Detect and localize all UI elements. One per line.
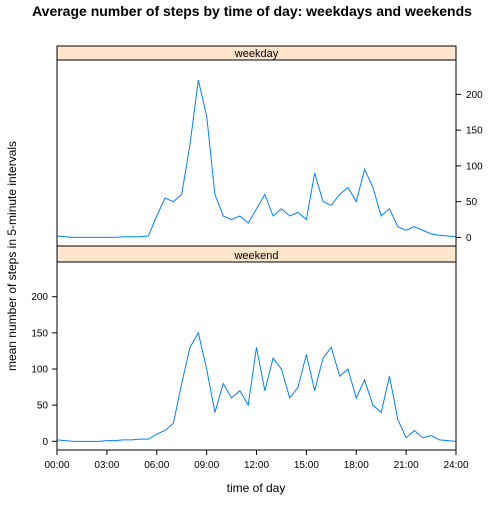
strip-label: weekend [233,250,278,262]
data-line [56,331,457,442]
y-axis-label: mean number of steps in 5-minute interva… [5,141,19,371]
data-line [56,79,457,238]
x-tick-label: 24:00 [443,460,468,471]
x-axis-label: time of day [227,481,286,495]
x-tick-label: 12:00 [244,460,269,471]
strip-label: weekday [234,48,279,60]
y-tick-label: 200 [466,90,483,101]
x-tick-label: 03:00 [94,460,119,471]
chart-title: Average number of steps by time of day: … [32,3,472,19]
y-tick-label: 150 [31,328,48,339]
x-tick-label: 09:00 [194,460,219,471]
y-tick-label: 50 [466,197,478,208]
y-tick-label: 200 [31,292,48,303]
x-tick-label: 18:00 [344,460,369,471]
y-tick-label: 100 [31,365,48,376]
x-tick-label: 15:00 [294,460,319,471]
x-tick-label: 00:00 [44,460,69,471]
x-tick-label: 06:00 [144,460,169,471]
panel-border [56,261,457,451]
panel-border [56,59,457,247]
y-tick-label: 100 [466,161,483,172]
y-tick-label: 50 [37,401,49,412]
y-tick-label: 150 [466,126,483,137]
y-tick-label: 0 [42,437,48,448]
y-tick-label: 0 [466,233,472,244]
x-tick-label: 21:00 [394,460,419,471]
